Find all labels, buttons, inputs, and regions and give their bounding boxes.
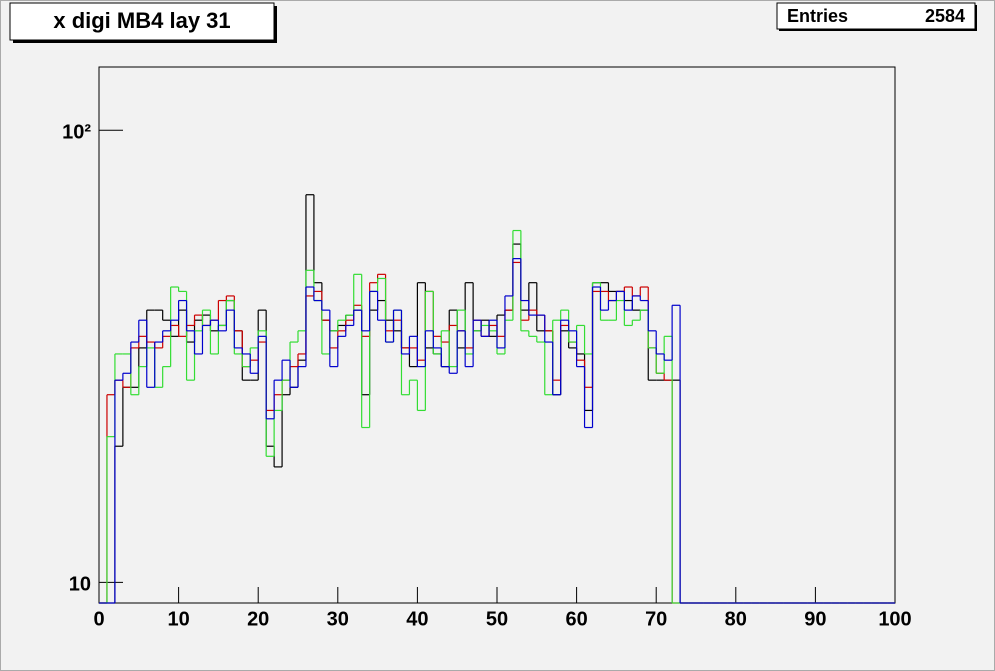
x-tick-label: 30 [327,608,349,630]
x-tick-label: 60 [565,608,587,630]
chart-title: x digi MB4 lay 31 [53,8,230,33]
title-box [9,2,275,41]
x-tick-label: 70 [645,608,667,630]
x-tick-label: 50 [486,608,508,630]
y-tick-label: 10 [69,574,91,596]
stats-box [776,2,976,30]
x-tick-label: 100 [878,608,911,630]
x-tick-label: 80 [725,608,747,630]
x-tick-label: 40 [406,608,428,630]
x-tick-label: 0 [93,608,104,630]
x-tick-label: 10 [167,608,189,630]
x-tick-label: 20 [247,608,269,630]
stats-label: Entries [787,6,848,26]
y-tick-label: 10² [62,122,91,144]
stats-value: 2584 [925,6,965,26]
x-tick-label: 90 [804,608,826,630]
